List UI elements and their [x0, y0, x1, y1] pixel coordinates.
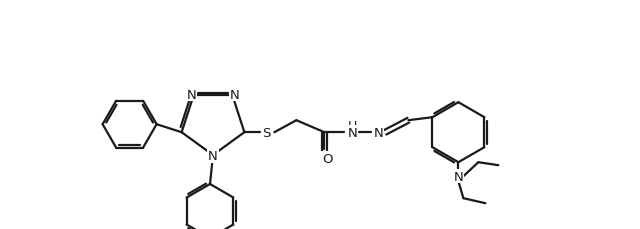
Text: S: S	[262, 126, 271, 139]
Text: N: N	[374, 126, 383, 139]
Text: N: N	[454, 170, 463, 183]
Text: H: H	[348, 119, 357, 132]
Text: O: O	[322, 152, 333, 165]
Text: N: N	[187, 88, 196, 101]
Text: N: N	[348, 126, 357, 139]
Text: N: N	[208, 150, 218, 163]
Text: N: N	[230, 88, 239, 101]
